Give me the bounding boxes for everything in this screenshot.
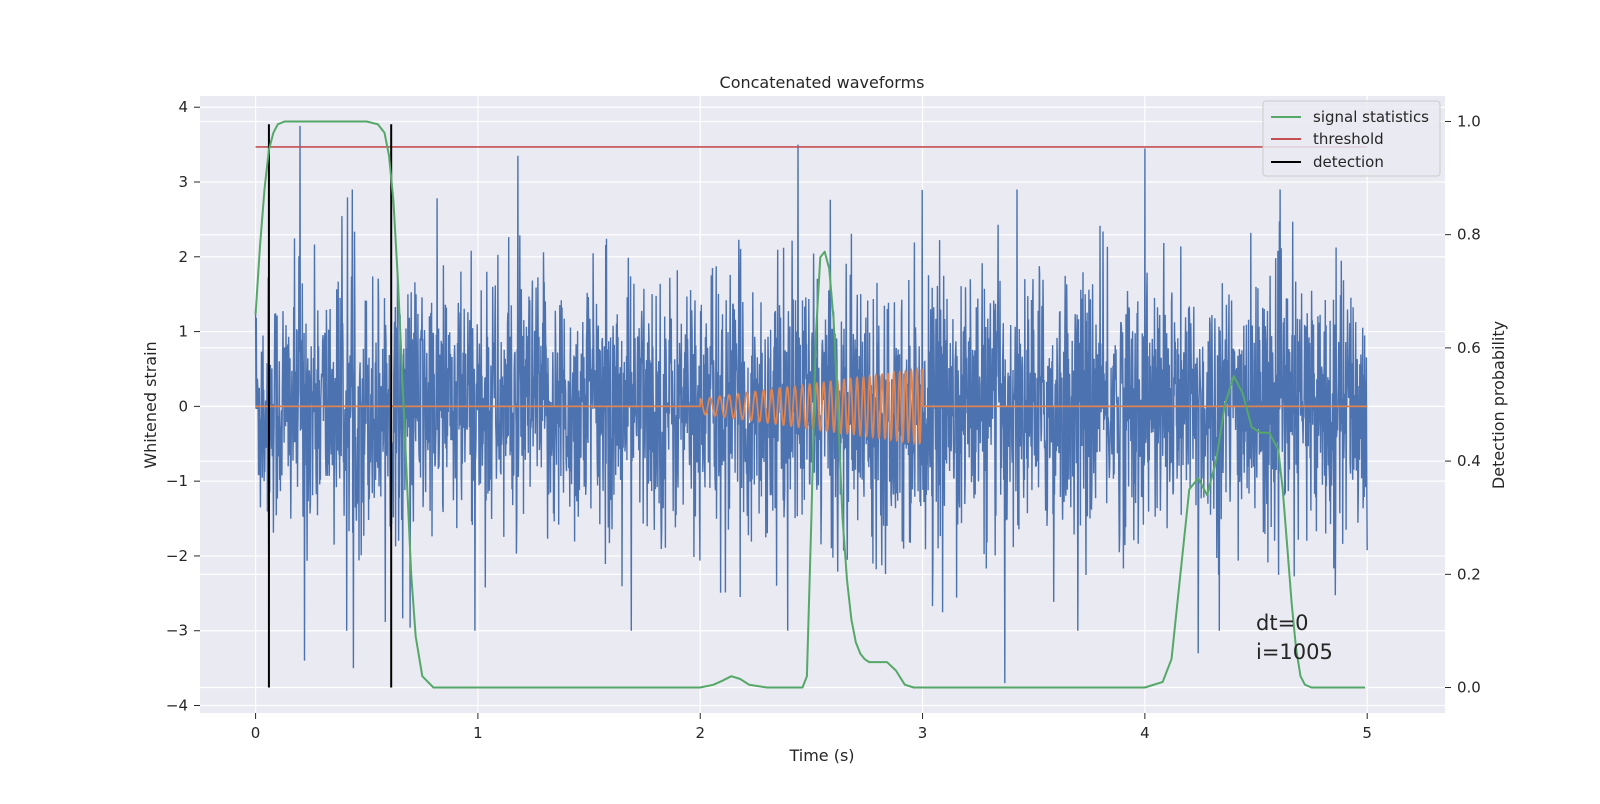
y-tick-label-4: 0 — [178, 397, 188, 415]
y-tick-label-0: −4 — [166, 697, 188, 715]
y-axis-label-left: Whitened strain — [141, 341, 160, 468]
yr-tick-label-1: 0.2 — [1457, 565, 1481, 583]
yr-tick-label-5: 1.0 — [1457, 112, 1481, 130]
y-tick-label-6: 2 — [178, 248, 188, 266]
x-tick-label-5: 5 — [1362, 724, 1372, 742]
legend: signal statistics threshold detection — [1262, 100, 1441, 177]
legend-box — [1262, 100, 1441, 177]
y-tick-label-1: −3 — [166, 622, 188, 640]
x-axis-label: Time (s) — [788, 746, 854, 765]
yr-tick-label-3: 0.6 — [1457, 339, 1481, 357]
waveform-line — [255, 366, 1368, 446]
yr-tick-label-4: 0.8 — [1457, 226, 1481, 244]
x-tick-label-4: 4 — [1140, 724, 1150, 742]
y-tick-label-7: 3 — [178, 173, 188, 191]
noise-line — [254, 125, 1368, 684]
legend-label-detection: detection — [1313, 153, 1384, 171]
y-tick-label-5: 1 — [178, 323, 188, 341]
axis-ticks: 0 1 2 3 4 5 −4 −3 −2 −1 0 1 2 3 4 0.0 0.2 0.4 0.6 0.8 1.0 — [166, 98, 1481, 742]
yr-tick-label-0: 0.0 — [1457, 679, 1481, 697]
y-tick-label-8: 4 — [178, 98, 188, 116]
right-axis-series — [254, 120, 1368, 689]
signal-statistics-line — [254, 120, 1365, 689]
y-tick-label-2: −2 — [166, 547, 188, 565]
yr-tick-label-2: 0.4 — [1457, 452, 1481, 470]
y-axis-label-right: Detection probability — [1489, 321, 1508, 489]
y-tick-label-3: −1 — [166, 472, 188, 490]
annotation-i: i=1005 — [1256, 640, 1333, 664]
waveform-series — [255, 366, 1368, 446]
x-tick-label-3: 3 — [918, 724, 928, 742]
noise-series — [254, 125, 1368, 684]
legend-label-threshold: threshold — [1313, 130, 1384, 148]
x-tick-label-0: 0 — [251, 724, 261, 742]
legend-label-signal-statistics: signal statistics — [1313, 108, 1429, 126]
chart-title: Concatenated waveforms — [720, 73, 925, 92]
x-tick-label-2: 2 — [695, 724, 705, 742]
x-tick-label-1: 1 — [473, 724, 483, 742]
annotation-dt: dt=0 — [1256, 611, 1309, 635]
